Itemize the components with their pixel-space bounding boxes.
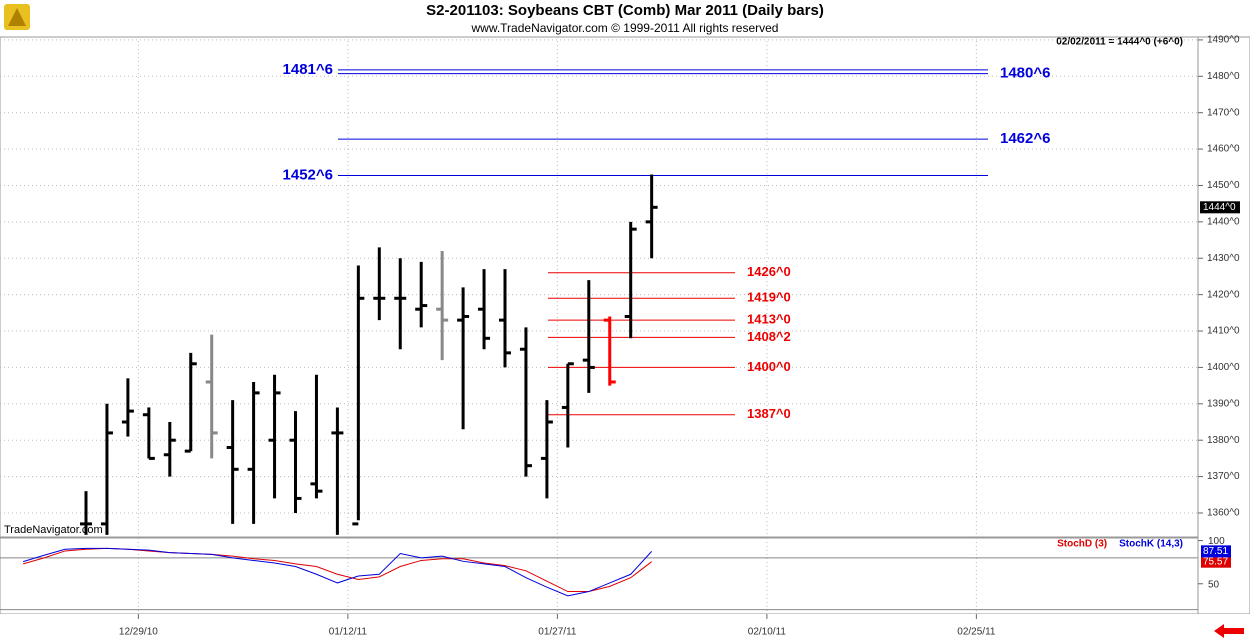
y-tick-label: 1430^0 — [1207, 253, 1240, 264]
y-tick-label: 1460^0 — [1207, 144, 1240, 155]
x-tick-label: 01/27/11 — [538, 627, 577, 638]
indicator-line — [23, 547, 653, 597]
y-tick-label: 100 — [1208, 536, 1225, 547]
scroll-arrow[interactable] — [1214, 624, 1244, 638]
y-tick-label: 1450^0 — [1207, 180, 1240, 191]
price-panel — [0, 36, 1199, 538]
y-tick-label: 1490^0 — [1207, 35, 1240, 46]
level-label: 1452^6 — [283, 166, 333, 183]
level-label: 1400^0 — [747, 359, 791, 374]
level-label: 1413^0 — [747, 312, 791, 327]
last-value-label: 75.57 — [1203, 556, 1228, 567]
chart-subtitle: www.TradeNavigator.com © 1999-2011 All r… — [471, 21, 779, 35]
y-tick-label: 1440^0 — [1207, 217, 1240, 228]
y-tick-label: 1370^0 — [1207, 471, 1240, 482]
x-tick-label: 02/10/11 — [748, 627, 787, 638]
level-label: 1419^0 — [747, 290, 791, 305]
x-tick-label: 12/29/10 — [119, 627, 158, 638]
chart-title: S2-201103: Soybeans CBT (Comb) Mar 2011 … — [426, 2, 824, 19]
y-tick-label: 1420^0 — [1207, 289, 1240, 300]
y-tick-label: 1390^0 — [1207, 398, 1240, 409]
y-tick-label: 1380^0 — [1207, 435, 1240, 446]
y-tick-label: 1480^0 — [1207, 71, 1240, 82]
last-price-label: 1444^0 — [1203, 202, 1236, 213]
header-info: 02/02/2011 = 1444^0 (+6^0) — [1056, 37, 1183, 48]
last-value-box — [1201, 555, 1231, 568]
y-tick-label: 1360^0 — [1207, 508, 1240, 519]
last-price-box — [1200, 201, 1240, 214]
last-value-box — [1201, 545, 1231, 558]
header — [0, 0, 1250, 37]
level-label: 1481^6 — [283, 61, 333, 78]
y-tick-label: 1410^0 — [1207, 326, 1240, 337]
level-label: 1480^6 — [1000, 65, 1050, 82]
legend-entry: StochD (3) — [1057, 539, 1107, 550]
y-tick-label: 50 — [1208, 579, 1220, 590]
indicator-panel — [0, 537, 1199, 615]
price-axis — [1197, 36, 1250, 615]
legend-entry: StochK (14,3) — [1119, 539, 1183, 550]
logo — [4, 4, 30, 30]
y-tick-label: 1400^0 — [1207, 362, 1240, 373]
x-tick-label: 01/12/11 — [329, 627, 368, 638]
level-label: 1462^6 — [1000, 130, 1050, 147]
last-value-label: 87.51 — [1203, 546, 1228, 557]
y-tick-label: 1470^0 — [1207, 107, 1240, 118]
x-tick-label: 02/25/11 — [957, 627, 996, 638]
watermark: TradeNavigator.com — [4, 524, 103, 536]
level-label: 1426^0 — [747, 264, 791, 279]
level-label: 1387^0 — [747, 406, 791, 421]
level-label: 1408^2 — [747, 329, 791, 344]
date-axis — [0, 614, 1250, 643]
